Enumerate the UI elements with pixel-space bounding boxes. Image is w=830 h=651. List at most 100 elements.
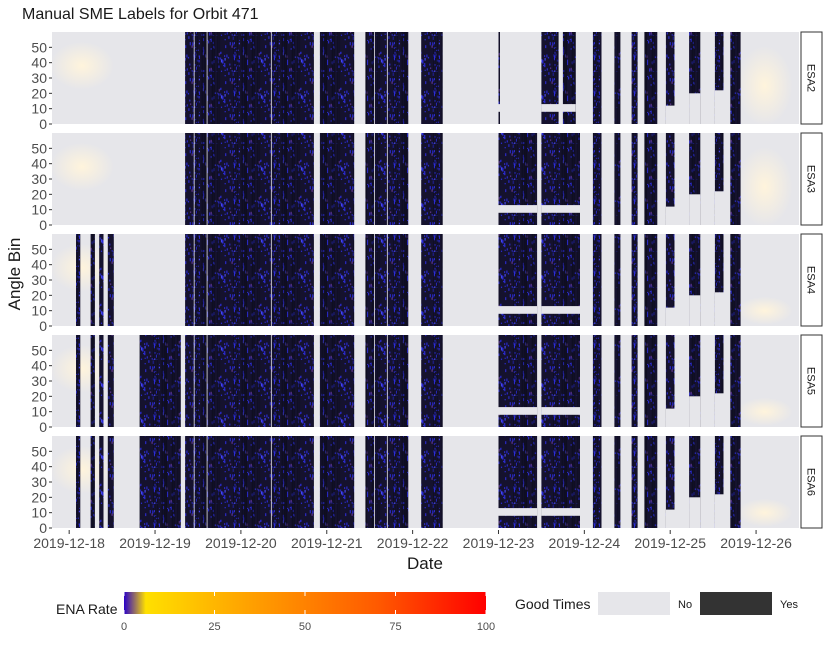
colorbar — [124, 592, 486, 614]
good-time-column — [185, 335, 314, 427]
gap-line — [374, 32, 375, 124]
good-time-column — [614, 234, 621, 326]
y-tick-label: 30 — [31, 474, 47, 490]
facet-strip-label: ESA5 — [805, 367, 817, 395]
notch-band — [498, 104, 538, 112]
good-time-column — [139, 335, 181, 427]
haze-blob — [736, 146, 793, 227]
gap-line — [270, 335, 272, 427]
good-time-column — [99, 436, 104, 528]
good-time-column — [107, 335, 114, 427]
colorbar-tick-label: 25 — [208, 621, 220, 633]
notch-band — [689, 396, 701, 427]
good-times-yes-label: Yes — [780, 599, 798, 611]
y-tick-label: 0 — [39, 520, 47, 536]
facet-strip — [800, 334, 823, 428]
good-times-no-swatch — [598, 592, 670, 615]
y-tick-label: 20 — [31, 186, 47, 202]
y-tick-label: 0 — [39, 116, 47, 132]
notch-band — [665, 408, 675, 427]
good-time-column — [139, 436, 181, 528]
vertical-gap — [474, 234, 490, 326]
y-tick-label: 30 — [31, 171, 47, 187]
notch-band — [714, 292, 724, 326]
notch-band — [541, 205, 580, 213]
good-time-column — [76, 335, 81, 427]
facet-strip — [800, 435, 823, 529]
y-tick-label: 10 — [31, 101, 47, 117]
good-time-column — [614, 335, 621, 427]
good-time-column — [689, 335, 701, 427]
good-time-column — [665, 32, 675, 124]
y-tick-label: 40 — [31, 55, 47, 71]
legend: ENA Rate 0 25 50 75 100 Good Times No Yes — [56, 592, 798, 633]
good-time-column — [592, 436, 602, 528]
good-time-column — [714, 436, 724, 528]
gap-line — [193, 335, 195, 427]
good-time-column — [76, 436, 81, 528]
good-time-column — [665, 133, 675, 225]
notch-band — [541, 407, 580, 415]
gap-line — [374, 335, 375, 427]
good-time-column — [421, 436, 443, 528]
good-time-column — [714, 133, 724, 225]
haze-blob — [736, 498, 793, 527]
good-time-column — [421, 32, 443, 124]
good-time-column — [714, 234, 724, 326]
gap-line — [374, 133, 375, 225]
facet-strip-label: ESA4 — [805, 266, 817, 294]
gap-line — [193, 234, 195, 326]
y-tick-label: 0 — [39, 419, 47, 435]
good-times-title: Good Times — [515, 596, 590, 612]
good-time-column — [730, 436, 741, 528]
good-time-column — [644, 234, 658, 326]
haze-blob — [50, 243, 115, 292]
good-time-column — [730, 234, 741, 326]
chart-title: Manual SME Labels for Orbit 471 — [22, 6, 259, 23]
gap-line — [588, 436, 590, 528]
notch-band — [541, 306, 580, 314]
good-time-column — [631, 335, 638, 427]
vertical-gap — [474, 335, 490, 427]
haze-blob — [50, 41, 115, 90]
gap-line — [386, 133, 388, 225]
y-tick-label: 10 — [31, 303, 47, 319]
good-time-column — [541, 32, 559, 124]
good-time-column — [614, 133, 621, 225]
good-time-column — [614, 32, 621, 124]
notch-band — [714, 393, 724, 427]
good-time-column — [644, 436, 658, 528]
gap-line — [588, 335, 590, 427]
good-time-column — [592, 32, 602, 124]
y-axis-label: Angle Bin — [5, 238, 24, 311]
y-tick-label: 50 — [31, 241, 47, 257]
x-axis-label: Date — [407, 554, 443, 573]
y-tick-label: 30 — [31, 272, 47, 288]
y-tick-label: 20 — [31, 489, 47, 505]
good-time-column — [592, 133, 602, 225]
gap-line — [193, 32, 195, 124]
gap-line — [193, 133, 195, 225]
good-time-column — [90, 234, 95, 326]
good-time-column — [365, 335, 409, 427]
gap-line — [206, 133, 208, 225]
good-time-column — [319, 335, 355, 427]
y-tick-label: 0 — [39, 318, 47, 334]
facet-strip-label: ESA3 — [805, 165, 817, 193]
notch-band — [498, 407, 538, 415]
notch-band — [665, 509, 675, 528]
notch-band — [541, 104, 576, 112]
haze-blob — [50, 344, 115, 393]
good-time-column — [631, 32, 638, 124]
good-time-column — [644, 335, 658, 427]
y-tick-label: 50 — [31, 39, 47, 55]
y-tick-label: 50 — [31, 342, 47, 358]
notch-band — [689, 93, 701, 124]
good-time-column — [319, 32, 355, 124]
good-time-column — [421, 133, 443, 225]
